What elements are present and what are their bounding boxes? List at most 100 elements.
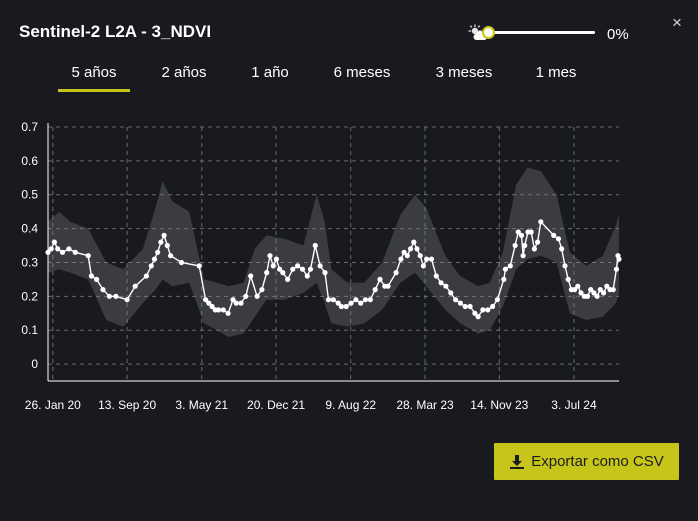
tab-6-months[interactable]: 6 meses xyxy=(333,64,391,81)
ndvi-data-point[interactable] xyxy=(322,270,328,276)
ndvi-data-point[interactable] xyxy=(280,270,286,276)
ndvi-data-point[interactable] xyxy=(467,303,473,310)
ndvi-data-point[interactable] xyxy=(584,293,591,299)
ndvi-data-point[interactable] xyxy=(267,253,273,259)
ndvi-data-point[interactable] xyxy=(453,297,459,303)
ndvi-data-point[interactable] xyxy=(158,239,164,245)
ndvi-data-point[interactable] xyxy=(358,300,364,306)
ndvi-data-point[interactable] xyxy=(610,287,616,293)
ndvi-data-point[interactable] xyxy=(393,270,399,276)
ndvi-data-point[interactable] xyxy=(428,256,435,262)
ndvi-data-point[interactable] xyxy=(48,246,54,252)
ndvi-data-point[interactable] xyxy=(307,266,314,272)
ndvi-data-point[interactable] xyxy=(522,242,528,249)
ndvi-data-point[interactable] xyxy=(348,300,354,306)
ndvi-data-point[interactable] xyxy=(457,300,463,306)
ndvi-data-point[interactable] xyxy=(538,219,544,225)
ndvi-data-point[interactable] xyxy=(85,253,91,259)
tab-1-month[interactable]: 1 mes xyxy=(535,64,577,81)
ndvi-data-point[interactable] xyxy=(270,263,276,269)
ndvi-data-point[interactable] xyxy=(238,300,244,306)
ndvi-data-point[interactable] xyxy=(588,287,594,293)
ndvi-data-point[interactable] xyxy=(196,263,202,269)
ndvi-data-point[interactable] xyxy=(462,303,468,310)
ndvi-data-point[interactable] xyxy=(220,307,226,313)
ndvi-data-point[interactable] xyxy=(254,293,260,299)
ndvi-data-point[interactable] xyxy=(338,303,344,310)
ndvi-data-point[interactable] xyxy=(485,307,491,313)
ndvi-data-point[interactable] xyxy=(411,239,417,245)
ndvi-data-point[interactable] xyxy=(417,253,423,259)
ndvi-data-point[interactable] xyxy=(124,297,130,303)
ndvi-data-point[interactable] xyxy=(312,242,318,249)
ndvi-data-point[interactable] xyxy=(161,232,167,238)
ndvi-data-point[interactable] xyxy=(362,297,369,303)
ndvi-data-point[interactable] xyxy=(438,280,444,286)
ndvi-data-point[interactable] xyxy=(424,256,430,262)
ndvi-data-point[interactable] xyxy=(55,246,61,252)
ndvi-data-point[interactable] xyxy=(597,287,603,293)
ndvi-data-point[interactable] xyxy=(264,270,270,276)
ndvi-data-point[interactable] xyxy=(88,273,94,279)
ndvi-data-point[interactable] xyxy=(330,297,336,303)
ndvi-data-point[interactable] xyxy=(233,300,239,306)
ndvi-data-point[interactable] xyxy=(353,297,359,303)
ndvi-data-point[interactable] xyxy=(448,290,454,296)
ndvi-data-point[interactable] xyxy=(443,283,449,289)
ndvi-data-point[interactable] xyxy=(613,266,620,272)
slider-track[interactable] xyxy=(488,31,595,34)
ndvi-data-point[interactable] xyxy=(385,283,391,289)
ndvi-data-point[interactable] xyxy=(472,310,478,316)
ndvi-data-point[interactable] xyxy=(404,253,410,259)
ndvi-data-point[interactable] xyxy=(528,229,534,235)
ndvi-data-point[interactable] xyxy=(59,249,66,255)
ndvi-data-point[interactable] xyxy=(209,303,215,310)
ndvi-data-point[interactable] xyxy=(148,263,154,269)
export-csv-button[interactable]: Exportar como CSV xyxy=(494,443,679,480)
ndvi-data-point[interactable] xyxy=(372,287,378,293)
tab-2-years[interactable]: 2 años xyxy=(161,64,207,81)
ndvi-data-point[interactable] xyxy=(578,290,584,296)
ndvi-data-point[interactable] xyxy=(51,239,58,245)
ndvi-data-point[interactable] xyxy=(591,290,597,296)
ndvi-data-point[interactable] xyxy=(518,232,525,238)
ndvi-data-point[interactable] xyxy=(559,246,565,252)
ndvi-data-point[interactable] xyxy=(285,276,291,282)
ndvi-data-point[interactable] xyxy=(66,246,72,252)
ndvi-data-point[interactable] xyxy=(273,256,279,262)
ndvi-data-point[interactable] xyxy=(215,307,222,313)
ndvi-data-point[interactable] xyxy=(555,236,562,242)
ndvi-data-point[interactable] xyxy=(601,290,607,296)
ndvi-data-point[interactable] xyxy=(155,249,161,255)
ndvi-data-point[interactable] xyxy=(507,263,513,269)
ndvi-data-point[interactable] xyxy=(494,297,500,303)
ndvi-data-point[interactable] xyxy=(501,276,507,282)
ndvi-data-point[interactable] xyxy=(317,263,323,269)
slider-thumb[interactable] xyxy=(482,26,495,39)
ndvi-data-point[interactable] xyxy=(259,287,265,293)
ndvi-data-point[interactable] xyxy=(367,297,373,303)
ndvi-data-point[interactable] xyxy=(401,249,407,255)
ndvi-data-point[interactable] xyxy=(248,273,254,279)
ndvi-data-point[interactable] xyxy=(203,297,209,303)
ndvi-data-point[interactable] xyxy=(572,287,578,293)
ndvi-data-point[interactable] xyxy=(490,303,496,310)
ndvi-data-point[interactable] xyxy=(414,246,420,252)
ndvi-data-point[interactable] xyxy=(72,249,78,255)
ndvi-data-point[interactable] xyxy=(515,229,521,235)
ndvi-data-point[interactable] xyxy=(132,283,138,289)
ndvi-data-point[interactable] xyxy=(398,256,404,262)
ndvi-data-point[interactable] xyxy=(225,310,231,316)
ndvi-data-point[interactable] xyxy=(594,293,600,299)
ndvi-data-point[interactable] xyxy=(113,293,119,299)
ndvi-data-point[interactable] xyxy=(502,266,508,272)
ndvi-data-point[interactable] xyxy=(325,297,332,303)
ndvi-data-point[interactable] xyxy=(335,300,341,306)
ndvi-data-point[interactable] xyxy=(562,263,568,269)
tab-3-months[interactable]: 3 meses xyxy=(435,64,493,81)
ndvi-data-point[interactable] xyxy=(420,263,426,269)
tab-5-years[interactable]: 5 años xyxy=(58,56,130,92)
ndvi-data-point[interactable] xyxy=(143,273,149,279)
ndvi-data-point[interactable] xyxy=(100,287,106,293)
ndvi-data-point[interactable] xyxy=(243,293,249,299)
